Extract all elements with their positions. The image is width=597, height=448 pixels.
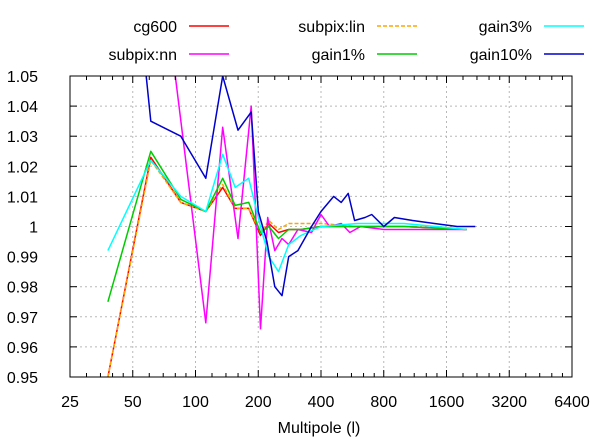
y-tick-label: 1.02 [7,159,38,176]
x-axis-label: Multipole (l) [278,420,361,437]
series-line-gain3- [107,153,467,273]
legend: cg600 subpix:lin gain3% subpix:nn gain1% gain… [109,19,584,64]
x-tick-label: 100 [182,394,209,411]
x-tick-label: 3200 [491,394,527,411]
axis-ticks: 25 50 100 200 400 800 1600 3200 6400 0.95 0.96 0.97… [7,69,590,411]
y-tick-label: 1 [29,220,38,237]
y-tick-label: 0.95 [7,370,38,387]
legend-label: gain1% [312,47,365,64]
x-tick-label: 800 [370,394,397,411]
y-tick-label: 0.96 [7,340,38,357]
series-line-gain10- [145,76,476,297]
legend-label: cg600 [133,19,177,36]
y-tick-label: 1.05 [7,69,38,86]
legend-label: gain3% [479,19,532,36]
x-tick-label: 400 [308,394,335,411]
y-tick-label: 1.01 [7,189,38,206]
series-line-subpix-nn [174,76,467,330]
series-line-gain1- [107,150,467,303]
y-tick-label: 1.04 [7,99,38,116]
x-tick-label: 25 [61,394,79,411]
legend-label: subpix:nn [109,47,178,64]
y-tick-label: 1.03 [7,129,38,146]
x-tick-label: 6400 [554,394,590,411]
y-tick-label: 0.97 [7,310,38,327]
series-lines [107,76,476,377]
legend-label: subpix:lin [298,19,365,36]
x-tick-label: 200 [245,394,272,411]
y-tick-label: 0.99 [7,250,38,267]
y-tick-label: 0.98 [7,280,38,297]
x-tick-label: 1600 [429,394,465,411]
x-tick-label: 50 [124,394,142,411]
legend-label: gain10% [470,47,532,64]
